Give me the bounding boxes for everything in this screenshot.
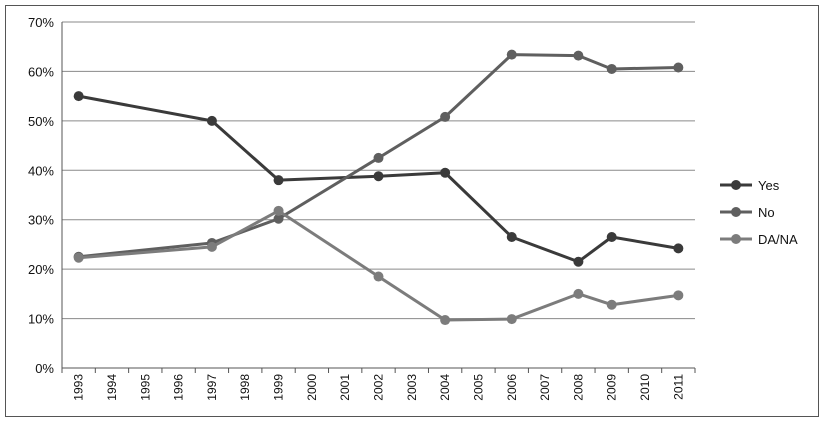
y-tick-label: 20% xyxy=(28,262,54,277)
data-point-no xyxy=(573,50,584,61)
legend-label-da-na: DA/NA xyxy=(758,232,798,247)
data-point-no xyxy=(606,63,617,74)
data-point-yes xyxy=(606,232,617,243)
data-point-no xyxy=(673,62,684,73)
y-tick-label: 70% xyxy=(28,15,54,30)
series-lines xyxy=(73,49,684,326)
data-point-yes xyxy=(373,171,384,182)
x-tick-label: 2003 xyxy=(405,374,419,401)
data-point-da-na xyxy=(373,271,384,282)
x-tick-label: 1996 xyxy=(172,374,186,401)
data-point-da-na xyxy=(273,205,284,216)
data-point-da-na xyxy=(506,314,517,325)
x-tick-label: 2005 xyxy=(471,374,485,401)
legend-label-no: No xyxy=(758,205,775,220)
legend-label-yes: Yes xyxy=(758,178,780,193)
data-point-no xyxy=(506,49,517,60)
data-point-yes xyxy=(73,91,84,102)
x-tick-label: 2001 xyxy=(338,374,352,401)
data-point-da-na xyxy=(606,299,617,310)
data-point-no xyxy=(440,111,451,122)
data-point-da-na xyxy=(573,288,584,299)
legend: Yes No DA/NA xyxy=(720,178,798,247)
x-tick-label: 2011 xyxy=(671,374,685,400)
x-tick-label: 2002 xyxy=(372,374,386,401)
y-tick-label: 50% xyxy=(28,114,54,129)
data-point-yes xyxy=(206,115,217,126)
x-tick-label: 2004 xyxy=(438,374,452,401)
x-axis-ticks: 1993 1994 1995 1996 1997 1998 1999 2000 2001 2002… xyxy=(72,374,686,401)
legend-marker-da-na xyxy=(731,234,741,244)
y-tick-label: 10% xyxy=(28,312,54,327)
x-tick-label: 1999 xyxy=(272,374,286,401)
data-point-da-na xyxy=(73,252,84,263)
data-point-yes xyxy=(506,232,517,243)
data-point-yes xyxy=(273,175,284,186)
x-tick-label: 1997 xyxy=(205,374,219,401)
data-point-da-na xyxy=(673,290,684,301)
x-tick-label: 2006 xyxy=(505,374,519,401)
data-point-da-na xyxy=(206,241,217,252)
data-point-no xyxy=(373,152,384,163)
series-line-da-na xyxy=(78,209,679,322)
x-tick-label: 1993 xyxy=(72,374,86,401)
legend-marker-no xyxy=(731,207,741,217)
x-tick-label: 2009 xyxy=(605,374,619,401)
y-tick-label: 30% xyxy=(28,213,54,228)
y-tick-label: 60% xyxy=(28,64,54,79)
x-tick-label: 2000 xyxy=(305,374,319,401)
y-axis-ticks: 0% 10% 20% 30% 40% 50% 60% 70% xyxy=(28,15,54,376)
data-point-da-na xyxy=(440,315,451,326)
y-tick-label: 0% xyxy=(35,361,54,376)
y-tick-label: 40% xyxy=(28,163,54,178)
data-point-no xyxy=(273,213,284,224)
x-tick-label: 1995 xyxy=(138,374,152,401)
x-tick-label: 1998 xyxy=(238,374,252,401)
chart-frame xyxy=(5,5,819,417)
x-tick-label: 2010 xyxy=(638,374,652,401)
gridlines xyxy=(61,21,696,373)
x-tick-label: 1994 xyxy=(105,374,119,401)
data-point-yes xyxy=(440,167,451,178)
data-point-yes xyxy=(673,243,684,254)
x-tick-label: 2008 xyxy=(571,374,585,401)
x-tick-label: 2007 xyxy=(538,374,552,401)
legend-marker-yes xyxy=(731,180,741,190)
data-point-yes xyxy=(573,256,584,267)
